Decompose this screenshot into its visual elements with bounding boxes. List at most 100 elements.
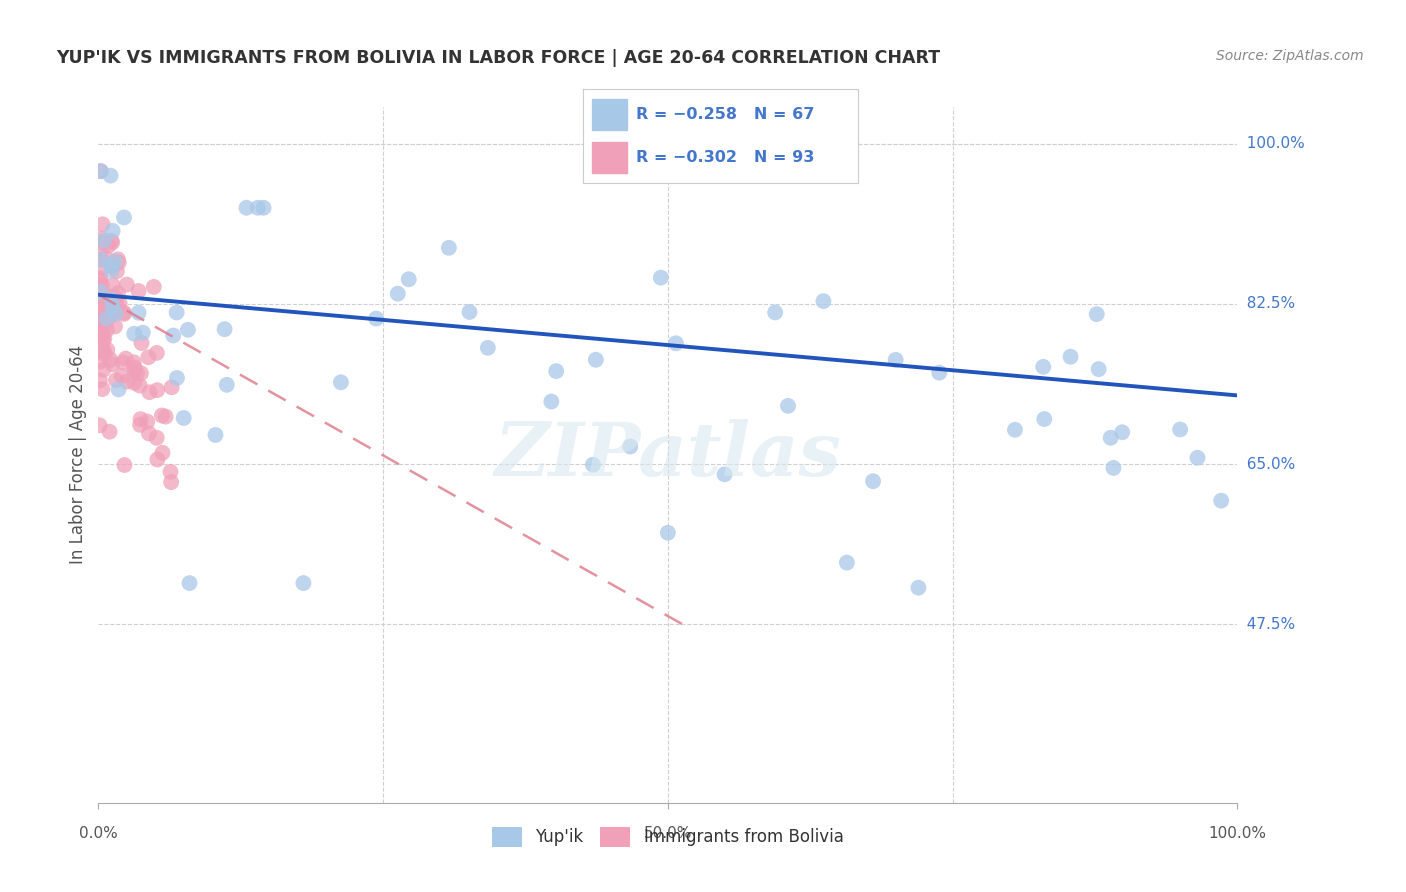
Text: R = −0.302   N = 93: R = −0.302 N = 93 xyxy=(636,150,814,165)
Point xyxy=(115,375,138,389)
Point xyxy=(89,302,111,317)
Bar xyxy=(592,142,627,173)
Point xyxy=(101,307,124,321)
Point xyxy=(398,272,420,286)
Point xyxy=(93,234,115,248)
Point xyxy=(111,355,134,369)
Point xyxy=(91,217,114,231)
Point xyxy=(114,351,136,366)
Point xyxy=(763,305,786,319)
Point xyxy=(713,467,735,482)
Point xyxy=(90,232,112,246)
Point xyxy=(1211,493,1233,508)
Point xyxy=(96,323,118,337)
Point xyxy=(179,576,201,591)
Point xyxy=(100,259,122,273)
Point xyxy=(1168,422,1191,436)
Point xyxy=(124,360,146,375)
Point xyxy=(437,241,460,255)
Point xyxy=(129,412,152,426)
Point xyxy=(173,411,195,425)
Point xyxy=(131,336,153,351)
Point xyxy=(89,271,111,285)
Point xyxy=(112,307,135,321)
Point xyxy=(252,201,274,215)
Point xyxy=(101,235,124,250)
Point xyxy=(90,252,112,267)
Point xyxy=(150,409,173,423)
Point xyxy=(104,373,127,387)
Point xyxy=(136,350,159,364)
Point xyxy=(104,307,127,321)
Text: 47.5%: 47.5% xyxy=(1237,616,1295,632)
Point xyxy=(101,357,124,371)
Point xyxy=(89,418,111,433)
Point xyxy=(387,286,409,301)
Point xyxy=(1004,423,1026,437)
Point xyxy=(145,431,167,445)
Point xyxy=(89,244,111,258)
Point xyxy=(366,311,388,326)
Point xyxy=(96,305,118,319)
Point xyxy=(115,277,138,292)
Point xyxy=(108,296,131,310)
Point xyxy=(125,367,148,381)
Point xyxy=(98,425,121,439)
Point xyxy=(152,446,174,460)
Point xyxy=(122,326,145,341)
Point xyxy=(146,346,169,360)
Point xyxy=(862,474,884,488)
Point xyxy=(835,556,858,570)
Point xyxy=(813,294,835,309)
Point xyxy=(90,278,112,293)
Point xyxy=(136,415,159,429)
Point xyxy=(665,336,688,351)
Point xyxy=(91,334,114,348)
Point xyxy=(477,341,499,355)
Point xyxy=(128,378,150,392)
Point xyxy=(100,169,122,183)
Point xyxy=(104,254,127,268)
Point xyxy=(100,263,122,277)
Point xyxy=(619,440,641,454)
Point xyxy=(91,382,114,396)
Point xyxy=(246,201,269,215)
Point xyxy=(89,286,111,301)
Point xyxy=(159,465,181,479)
Point xyxy=(105,264,128,278)
Point xyxy=(884,352,907,367)
Point xyxy=(89,318,111,332)
Point xyxy=(204,428,226,442)
Point xyxy=(122,363,145,377)
Point xyxy=(928,366,950,380)
Point xyxy=(107,252,129,267)
Point xyxy=(166,371,188,385)
Point xyxy=(177,323,200,337)
Point xyxy=(112,211,135,225)
Point xyxy=(89,322,111,336)
Point xyxy=(1111,425,1133,440)
Point xyxy=(89,339,111,353)
Point xyxy=(104,290,127,304)
Text: Source: ZipAtlas.com: Source: ZipAtlas.com xyxy=(1216,49,1364,63)
Point xyxy=(90,301,112,315)
Point xyxy=(91,327,114,342)
Point xyxy=(585,352,607,367)
Point xyxy=(128,284,150,298)
Point xyxy=(111,369,134,384)
Point xyxy=(89,354,111,368)
Point xyxy=(98,289,121,303)
Point xyxy=(89,314,111,328)
Point xyxy=(124,376,146,390)
Point xyxy=(546,364,568,378)
Point xyxy=(329,376,352,390)
Point xyxy=(142,280,165,294)
Point xyxy=(89,273,111,287)
Point xyxy=(107,286,129,301)
Point xyxy=(89,285,111,299)
Point xyxy=(166,305,188,319)
Point xyxy=(162,328,184,343)
Point xyxy=(292,576,315,591)
Point xyxy=(1059,350,1081,364)
Point xyxy=(90,164,112,178)
